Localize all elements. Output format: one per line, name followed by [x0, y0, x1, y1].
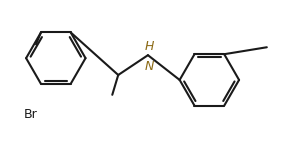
- Text: N: N: [144, 60, 154, 73]
- Text: Br: Br: [24, 108, 38, 121]
- Text: H: H: [144, 40, 154, 53]
